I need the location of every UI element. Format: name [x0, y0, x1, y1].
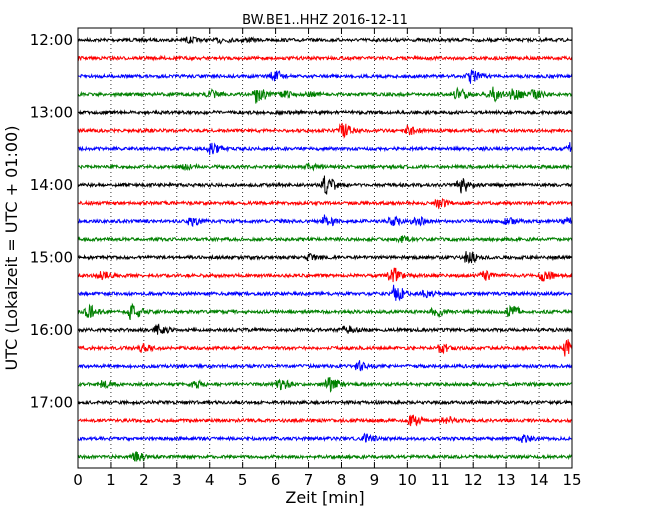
trace-17:45	[77, 451, 573, 462]
x-tick-label-8: 8	[337, 471, 347, 489]
seismogram-traces	[77, 35, 573, 462]
trace-13:00	[77, 108, 573, 117]
trace-12:15	[77, 54, 573, 62]
trace-17:30	[77, 432, 573, 443]
x-tick-label-13: 13	[497, 471, 516, 489]
trace-14:00	[77, 175, 573, 195]
plot-frame	[77, 27, 573, 469]
y-tick-label-15:00: 15:00	[30, 248, 73, 266]
y-tick-label-17:00: 17:00	[30, 393, 73, 411]
trace-15:45	[77, 302, 573, 321]
trace-14:45	[77, 234, 573, 244]
x-tick-label-5: 5	[238, 471, 248, 489]
trace-16:15	[77, 339, 573, 357]
trace-15:00	[77, 250, 573, 264]
trace-13:45	[77, 162, 573, 172]
trace-14:15	[77, 197, 573, 210]
trace-17:00	[77, 398, 573, 406]
trace-16:30	[77, 360, 573, 372]
vertical-grid	[110, 28, 540, 468]
trace-15:30	[77, 284, 573, 302]
x-tick-label-7: 7	[304, 471, 314, 489]
x-tick-label-11: 11	[431, 471, 450, 489]
x-tick-label-1: 1	[106, 471, 116, 489]
trace-17:15	[77, 414, 573, 427]
y-tick-label-12:00: 12:00	[30, 31, 73, 49]
x-tick-label-9: 9	[370, 471, 380, 489]
trace-13:30	[77, 142, 573, 155]
trace-13:15	[77, 122, 573, 139]
chart-title: BW.BE1..HHZ 2016-12-11	[242, 13, 408, 28]
x-tick-label-0: 0	[73, 471, 83, 489]
x-tick-labels: 0 1 2 3 4 5 6 7 8 9 10 11 12 13 14 15	[73, 471, 581, 489]
x-tick-label-12: 12	[464, 471, 483, 489]
trace-14:30	[77, 214, 573, 228]
trace-15:15	[77, 267, 573, 283]
x-tick-label-4: 4	[205, 471, 215, 489]
trace-12:30	[77, 69, 573, 84]
y-tick-label-14:00: 14:00	[30, 176, 73, 194]
x-tick-label-6: 6	[271, 471, 281, 489]
axis-ticks	[77, 28, 573, 468]
trace-16:45	[77, 376, 573, 393]
trace-16:00	[77, 323, 573, 335]
x-tick-label-10: 10	[398, 471, 417, 489]
trace-12:45	[77, 86, 573, 104]
y-tick-labels: 12:00 13:00 14:00 15:00 16:00 17:00	[30, 31, 73, 411]
x-tick-label-14: 14	[530, 471, 549, 489]
x-tick-label-2: 2	[139, 471, 149, 489]
y-axis-label: UTC (Lokalzeit = UTC + 01:00)	[2, 126, 21, 371]
trace-12:00	[77, 35, 573, 45]
y-tick-label-16:00: 16:00	[30, 321, 73, 339]
x-tick-label-15: 15	[562, 471, 581, 489]
x-axis-label: Zeit [min]	[285, 488, 364, 507]
y-tick-label-13:00: 13:00	[30, 103, 73, 121]
x-tick-label-3: 3	[172, 471, 182, 489]
